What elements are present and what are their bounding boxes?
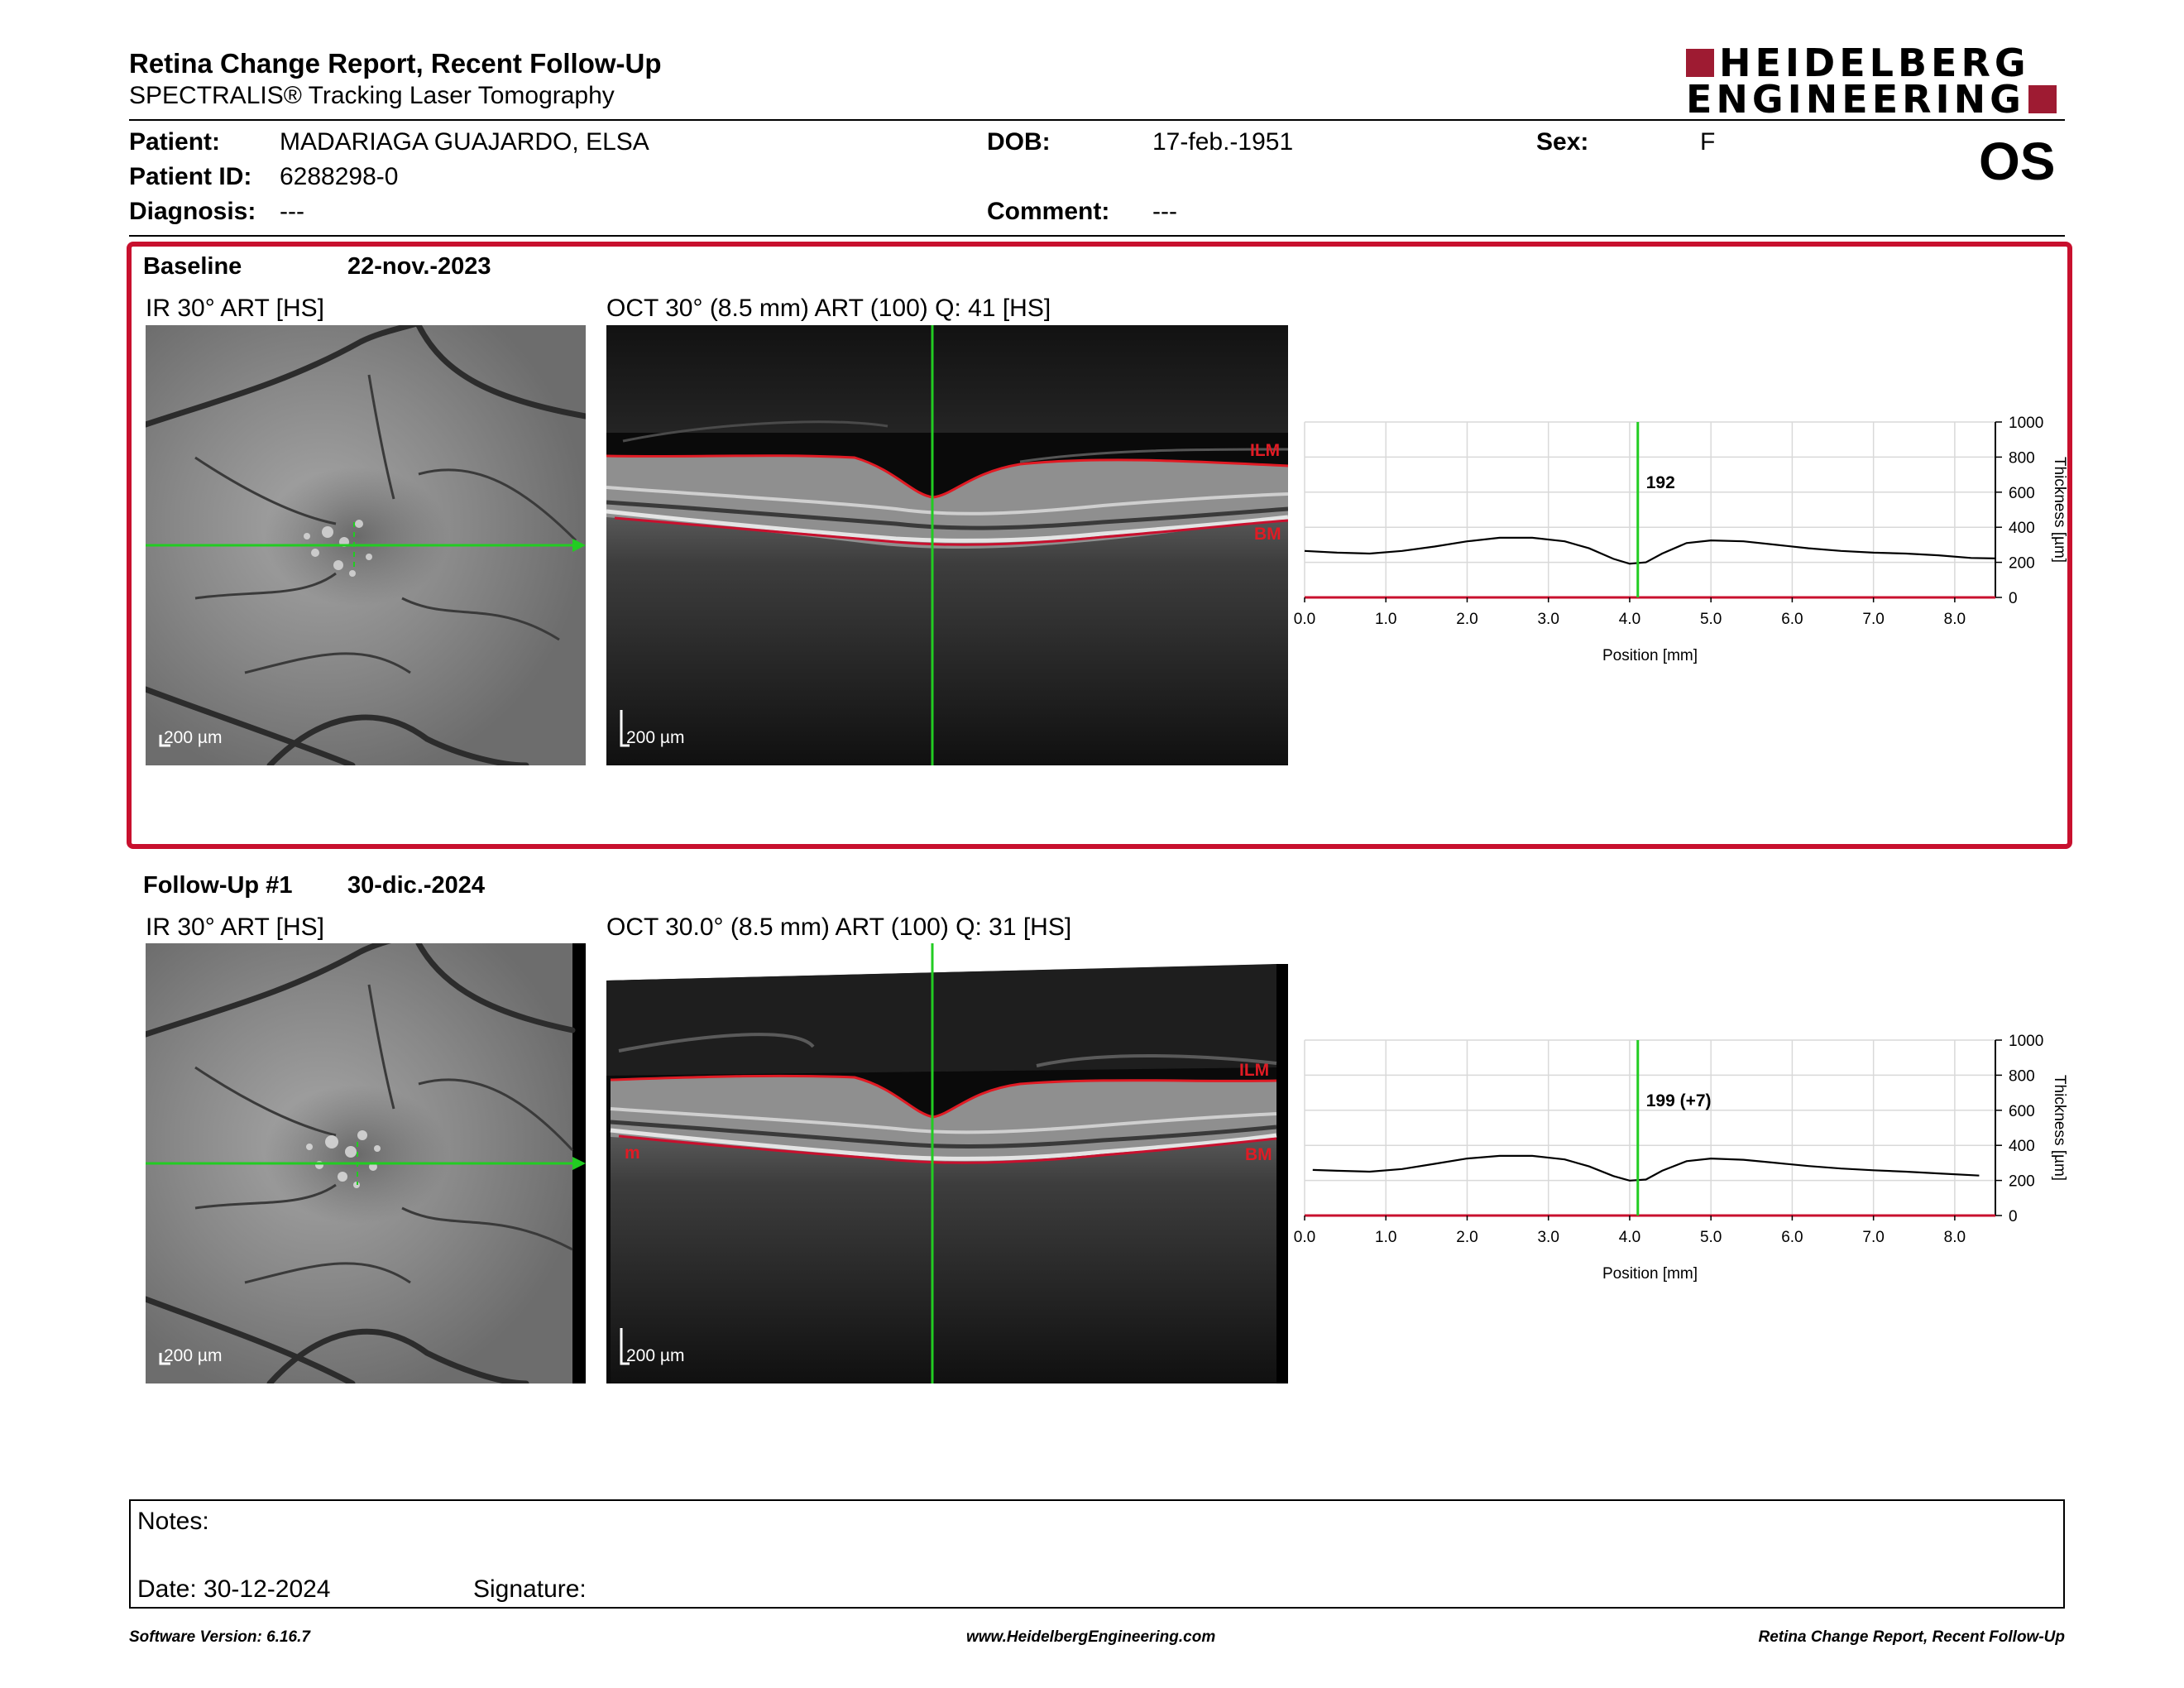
followup-date: 30-dic.-2024 <box>347 872 486 899</box>
patient-label: Patient: <box>129 128 221 156</box>
report-title: Retina Change Report, Recent Follow-Up <box>129 48 662 79</box>
y-tick-label: 1000 <box>2009 415 2043 432</box>
x-tick-label: 2.0 <box>1456 1229 1478 1246</box>
logo-line-1: HEIDELBERG <box>1719 41 2030 85</box>
y-axis-label: Thickness [µm] <box>2051 1075 2068 1181</box>
sex-value: F <box>1700 128 1716 156</box>
comment-label: Comment: <box>987 198 1110 225</box>
y-tick-label: 400 <box>2009 520 2035 537</box>
x-tick-label: 1.0 <box>1375 611 1396 628</box>
y-tick-label: 600 <box>2009 485 2035 502</box>
header-divider <box>129 119 2065 121</box>
logo-line-2: ENGINEERING <box>1686 77 2025 122</box>
x-tick-label: 7.0 <box>1862 1229 1884 1246</box>
x-tick-label: 0.0 <box>1294 1229 1315 1246</box>
x-tick-label: 5.0 <box>1700 611 1722 628</box>
thickness-series-line <box>1304 536 1996 565</box>
x-tick-label: 6.0 <box>1781 611 1803 628</box>
baseline-ir-fundus-image: 200 µm <box>146 325 586 765</box>
cursor-value-label: 199 (+7) <box>1646 1091 1712 1110</box>
footer-software-version: Software Version: 6.16.7 <box>129 1628 310 1646</box>
baseline-oct-scale: 200 µm <box>626 728 685 747</box>
cursor-value-label: 192 <box>1646 473 1675 492</box>
baseline-oct-bscan-image: ILM BM 200 µm <box>606 325 1288 765</box>
footer-report-name: Retina Change Report, Recent Follow-Up <box>1758 1628 2065 1646</box>
diagnosis-label: Diagnosis: <box>129 198 256 225</box>
y-axis-label: Thickness [µm] <box>2051 457 2068 563</box>
comment-value: --- <box>1152 198 1177 225</box>
logo-square-icon <box>1686 49 1714 77</box>
baseline-date: 22-nov.-2023 <box>347 253 491 280</box>
footer-website: www.HeidelbergEngineering.com <box>966 1628 1216 1646</box>
baseline-ir-scale: 200 µm <box>164 728 223 747</box>
signature-label: Signature: <box>473 1575 587 1603</box>
notes-box: Notes: Date: 30-12-2024 Signature: <box>129 1499 2065 1609</box>
x-tick-label: 2.0 <box>1456 611 1478 628</box>
eye-badge: OS <box>1979 132 2056 191</box>
followup-oct-bscan-image: ILM BM m 200 µm <box>606 943 1288 1383</box>
followup-ilm-label: ILM <box>1239 1061 1269 1080</box>
dob-label: DOB: <box>987 128 1051 156</box>
baseline-highlight-box <box>127 242 2072 849</box>
x-tick-label: 6.0 <box>1781 1229 1803 1246</box>
baseline-title: Baseline <box>143 253 242 280</box>
x-tick-label: 0.0 <box>1294 611 1315 628</box>
sex-label: Sex: <box>1536 128 1589 156</box>
followup-oct-caption: OCT 30.0° (8.5 mm) ART (100) Q: 31 [HS] <box>606 914 1072 941</box>
x-tick-label: 3.0 <box>1537 1229 1559 1246</box>
x-tick-label: 3.0 <box>1537 611 1559 628</box>
followup-oct-scale: 200 µm <box>626 1346 685 1365</box>
x-axis-label: Position [mm] <box>1602 647 1698 664</box>
chart-grid <box>1304 421 1995 598</box>
patient-divider <box>129 235 2065 237</box>
y-tick-label: 600 <box>2009 1103 2035 1120</box>
y-tick-label: 200 <box>2009 555 2035 573</box>
y-tick-label: 0 <box>2009 1208 2018 1225</box>
followup-bm-label: BM <box>1245 1145 1272 1164</box>
x-tick-label: 5.0 <box>1700 1229 1722 1246</box>
y-tick-label: 400 <box>2009 1138 2035 1155</box>
patient-id-label: Patient ID: <box>129 163 252 190</box>
y-tick-label: 800 <box>2009 449 2035 467</box>
baseline-ilm-label: ILM <box>1250 441 1280 460</box>
x-tick-label: 4.0 <box>1619 1229 1640 1246</box>
patient-id: 6288298-0 <box>280 163 399 190</box>
notes-label: Notes: <box>137 1508 209 1535</box>
report-date: Date: 30-12-2024 <box>137 1575 331 1603</box>
x-axis-label: Position [mm] <box>1602 1265 1698 1283</box>
report-subtitle: SPECTRALIS® Tracking Laser Tomography <box>129 82 615 109</box>
baseline-bm-label: BM <box>1254 525 1281 544</box>
y-tick-label: 1000 <box>2009 1033 2043 1050</box>
baseline-oct-caption: OCT 30° (8.5 mm) ART (100) Q: 41 [HS] <box>606 295 1051 322</box>
chart-grid <box>1304 1039 1995 1216</box>
patient-name: MADARIAGA GUAJARDO, ELSA <box>280 128 649 156</box>
dob-value: 17-feb.-1951 <box>1152 128 1294 156</box>
logo-square-icon <box>2028 85 2057 113</box>
x-tick-label: 8.0 <box>1944 611 1966 628</box>
thickness-series-line <box>1312 1154 1980 1182</box>
diagnosis-value: --- <box>280 198 304 225</box>
y-tick-label: 200 <box>2009 1173 2035 1191</box>
x-tick-label: 8.0 <box>1944 1229 1966 1246</box>
x-tick-label: 1.0 <box>1375 1229 1396 1246</box>
baseline-thickness-chart: 0.0 1.0 2.0 3.0 4.0 5.0 6.0 7.0 8.0 0 200 400 600 800… <box>1286 405 2081 687</box>
followup-ir-scale: 200 µm <box>164 1346 223 1365</box>
x-tick-label: 4.0 <box>1619 611 1640 628</box>
y-tick-label: 800 <box>2009 1067 2035 1085</box>
followup-title: Follow-Up #1 <box>143 872 293 899</box>
followup-thickness-chart: 0.0 1.0 2.0 3.0 4.0 5.0 6.0 7.0 8.0 0 200 400 600 800… <box>1286 1024 2081 1305</box>
followup-bm-left-label: m <box>625 1144 640 1163</box>
baseline-ir-caption: IR 30° ART [HS] <box>146 295 324 322</box>
followup-ir-caption: IR 30° ART [HS] <box>146 914 324 941</box>
followup-ir-fundus-image: 200 µm <box>146 943 586 1383</box>
x-tick-label: 7.0 <box>1862 611 1884 628</box>
y-tick-label: 0 <box>2009 590 2018 607</box>
